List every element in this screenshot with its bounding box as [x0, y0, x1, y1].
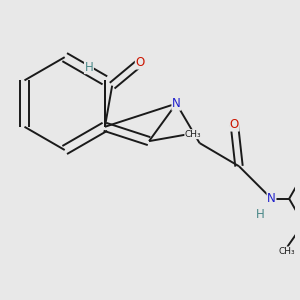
Text: N: N: [267, 192, 276, 205]
Text: H: H: [85, 61, 93, 74]
Text: O: O: [135, 56, 145, 69]
Text: O: O: [230, 118, 239, 131]
Text: H: H: [256, 208, 264, 221]
Text: N: N: [172, 97, 181, 110]
Text: CH₃: CH₃: [279, 247, 296, 256]
Text: CH₃: CH₃: [185, 130, 202, 139]
